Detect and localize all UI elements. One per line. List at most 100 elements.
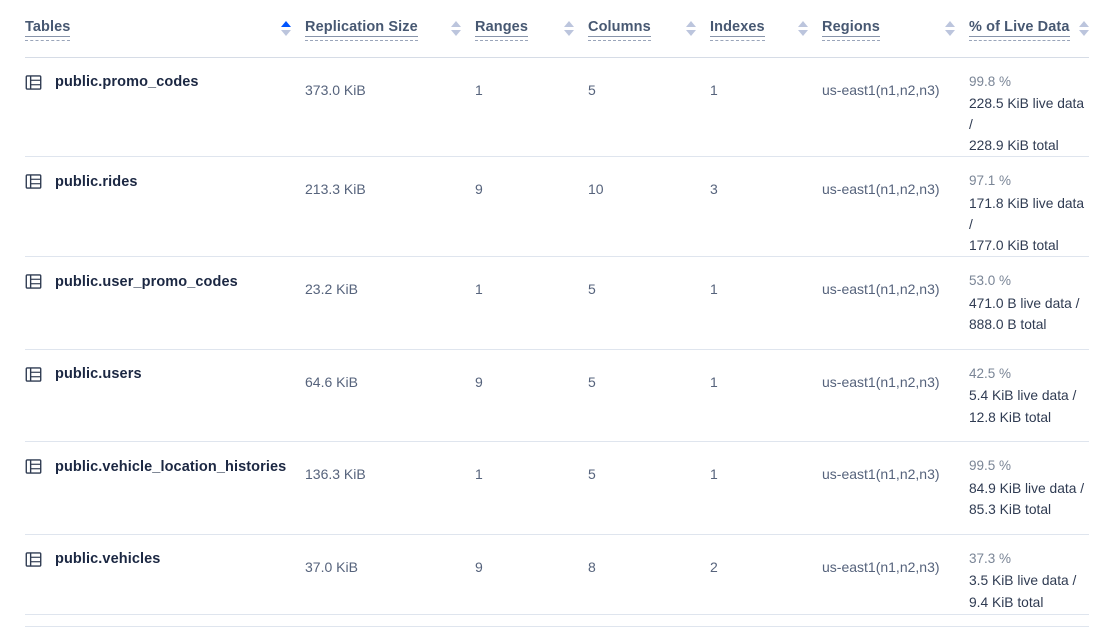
columns-value: 8 [588, 558, 596, 575]
ranges-value: 1 [475, 81, 483, 98]
indexes-value: 1 [710, 81, 718, 98]
sort-asc-icon[interactable] [281, 21, 291, 28]
sort-control-replication-size[interactable] [451, 21, 461, 37]
cell-ranges: 1 [475, 442, 588, 535]
ranges-value: 1 [475, 281, 483, 298]
live-data-total: 9.4 KiB total [969, 594, 1044, 610]
live-data-total: 12.8 KiB total [969, 409, 1052, 425]
table-row[interactable]: public.users 64.6 KiB 9 5 1 us-east1(n1,… [25, 349, 1089, 442]
database-tables-table: Tables Replication Size [25, 0, 1089, 627]
columns-value: 5 [588, 466, 596, 483]
table-name-link[interactable]: public.users [55, 366, 142, 383]
cell-indexes: 1 [710, 257, 822, 350]
column-header-tables-label[interactable]: Tables [25, 19, 71, 42]
sort-asc-icon[interactable] [686, 21, 696, 28]
column-header-tables[interactable]: Tables [25, 0, 305, 58]
cell-regions: us-east1(n1,n2,n3) [822, 349, 969, 442]
cell-indexes: 1 [710, 57, 822, 157]
sort-asc-icon[interactable] [564, 21, 574, 28]
cell-table-name: public.rides [25, 157, 305, 257]
live-data-amount: 471.0 B live data / [969, 295, 1080, 311]
sort-desc-icon[interactable] [945, 30, 955, 37]
cell-columns: 5 [588, 442, 710, 535]
cell-replication-size: 64.6 KiB [305, 349, 475, 442]
table-name-link[interactable]: public.promo_codes [55, 74, 199, 90]
table-header: Tables Replication Size [25, 0, 1089, 58]
cell-live-data: 97.1 % 171.8 KiB live data / 177.0 KiB t… [969, 157, 1089, 257]
table-row[interactable]: public.rides 213.3 KiB 9 10 3 us-east1(n… [25, 157, 1089, 257]
sort-control-tables[interactable] [281, 21, 291, 37]
column-header-indexes-label[interactable]: Indexes [710, 19, 765, 42]
ranges-value: 9 [475, 181, 483, 198]
cell-table-name: public.promo_codes [25, 57, 305, 157]
table-icon [25, 174, 42, 190]
sort-desc-icon[interactable] [451, 30, 461, 37]
sort-desc-icon[interactable] [686, 30, 696, 37]
table-name-link[interactable]: public.vehicle_location_histories [55, 458, 287, 475]
column-header-live-data-label[interactable]: % of Live Data [969, 19, 1070, 42]
table-name-link[interactable]: public.rides [55, 173, 138, 190]
column-header-columns-label[interactable]: Columns [588, 19, 651, 42]
cell-columns: 5 [588, 57, 710, 157]
live-data-amount: 84.9 KiB live data / [969, 480, 1085, 496]
sort-asc-icon[interactable] [798, 21, 808, 28]
sort-asc-icon[interactable] [1079, 21, 1089, 28]
cell-live-data: 99.5 % 84.9 KiB live data / 85.3 KiB tot… [969, 442, 1089, 535]
table-name-link[interactable]: public.user_promo_codes [55, 273, 238, 290]
sort-control-live-data[interactable] [1079, 21, 1089, 37]
cell-replication-size: 136.3 KiB [305, 442, 475, 535]
table-row[interactable]: public.vehicle_location_histories 136.3 … [25, 442, 1089, 535]
cell-regions: us-east1(n1,n2,n3) [822, 157, 969, 257]
sort-asc-icon[interactable] [945, 21, 955, 28]
sort-desc-icon[interactable] [1079, 30, 1089, 37]
table-row[interactable]: public.promo_codes 373.0 KiB 1 5 1 us-ea… [25, 57, 1089, 157]
live-data-total: 888.0 B total [969, 317, 1047, 333]
live-data-percent: 97.1 % [969, 173, 1012, 189]
sort-control-ranges[interactable] [564, 21, 574, 37]
sort-control-indexes[interactable] [798, 21, 808, 37]
columns-value: 5 [588, 373, 596, 390]
cell-ranges: 1 [475, 257, 588, 350]
cell-replication-size: 23.2 KiB [305, 257, 475, 350]
sort-asc-icon[interactable] [451, 21, 461, 28]
column-header-indexes[interactable]: Indexes [710, 0, 822, 58]
cell-indexes: 3 [710, 157, 822, 257]
sort-desc-icon[interactable] [798, 30, 808, 37]
sort-control-columns[interactable] [686, 21, 696, 37]
regions-value: us-east1(n1,n2,n3) [822, 281, 940, 298]
column-header-ranges[interactable]: Ranges [475, 0, 588, 58]
live-data-amount: 171.8 KiB live data / [969, 196, 1085, 233]
cell-live-data: 99.8 % 228.5 KiB live data / 228.9 KiB t… [969, 57, 1089, 157]
column-header-live-data[interactable]: % of Live Data [969, 0, 1089, 58]
live-data-total: 85.3 KiB total [969, 502, 1052, 518]
table-icon [25, 74, 42, 90]
cell-ranges: 1 [475, 57, 588, 157]
table-row[interactable]: public.vehicles 37.0 KiB 9 8 2 us-east1(… [25, 534, 1089, 627]
sort-control-regions[interactable] [945, 21, 955, 37]
column-header-columns[interactable]: Columns [588, 0, 710, 58]
column-header-ranges-label[interactable]: Ranges [475, 19, 528, 42]
column-header-regions[interactable]: Regions [822, 0, 969, 58]
table-row[interactable]: public.user_promo_codes 23.2 KiB 1 5 1 u… [25, 257, 1089, 350]
live-data-percent: 37.3 % [969, 550, 1012, 566]
regions-value: us-east1(n1,n2,n3) [822, 373, 940, 390]
column-header-replication-size[interactable]: Replication Size [305, 0, 475, 58]
sort-desc-icon[interactable] [281, 30, 291, 37]
column-header-replication-size-label[interactable]: Replication Size [305, 19, 418, 42]
cell-replication-size: 37.0 KiB [305, 534, 475, 627]
cell-ranges: 9 [475, 157, 588, 257]
column-header-regions-label[interactable]: Regions [822, 19, 880, 42]
live-data-total: 177.0 KiB total [969, 238, 1059, 254]
cell-replication-size: 213.3 KiB [305, 157, 475, 257]
table-name-link[interactable]: public.vehicles [55, 551, 161, 568]
ranges-value: 9 [475, 558, 483, 575]
sort-desc-icon[interactable] [564, 30, 574, 37]
cell-live-data: 53.0 % 471.0 B live data / 888.0 B total [969, 257, 1089, 350]
indexes-value: 2 [710, 558, 718, 575]
live-data-amount: 3.5 KiB live data / [969, 573, 1077, 589]
indexes-value: 1 [710, 281, 718, 298]
replication-size-value: 373.0 KiB [305, 81, 366, 98]
cell-indexes: 1 [710, 349, 822, 442]
live-data-amount: 228.5 KiB live data / [969, 96, 1085, 133]
